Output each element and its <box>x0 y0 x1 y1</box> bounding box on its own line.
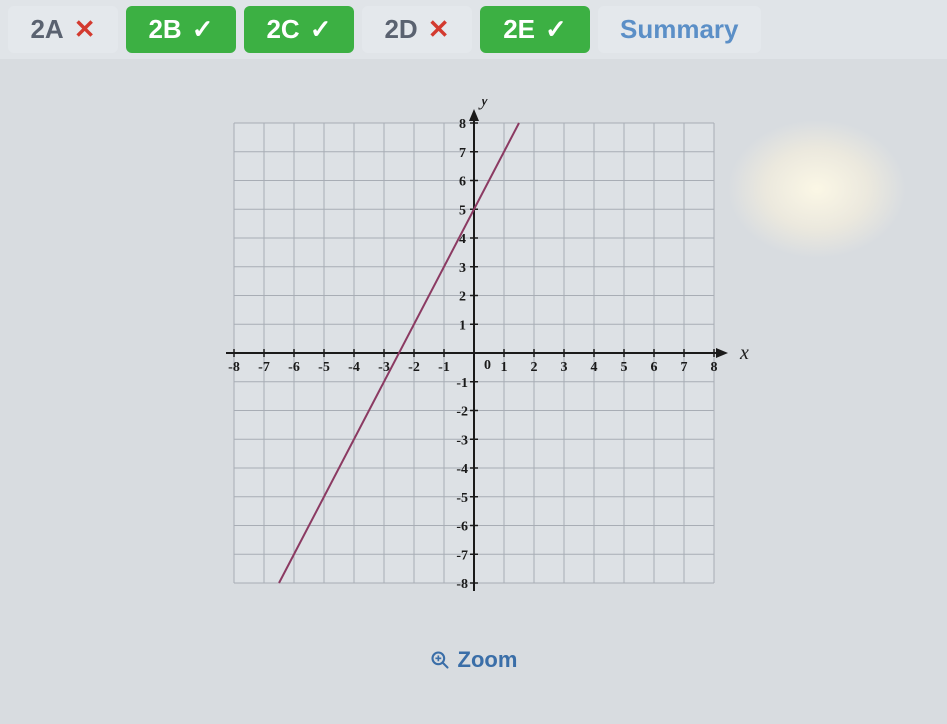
svg-text:-3: -3 <box>456 433 468 448</box>
check-icon: ✓ <box>192 14 214 45</box>
svg-text:4: 4 <box>590 360 597 375</box>
tab-summary[interactable]: Summary <box>598 6 761 53</box>
zoom-button[interactable]: Zoom <box>430 647 518 673</box>
svg-text:5: 5 <box>620 360 627 375</box>
svg-text:-7: -7 <box>258 360 270 375</box>
zoom-label: Zoom <box>458 647 518 673</box>
svg-text:-6: -6 <box>456 520 468 535</box>
svg-text:-1: -1 <box>438 360 450 375</box>
svg-text:3: 3 <box>459 261 466 276</box>
svg-text:-5: -5 <box>456 491 468 506</box>
tab-label: 2C <box>266 14 299 45</box>
cross-icon: ✕ <box>428 14 450 45</box>
tab-2e[interactable]: 2E ✓ <box>480 6 590 53</box>
svg-text:8: 8 <box>459 117 466 132</box>
svg-text:-4: -4 <box>348 360 360 375</box>
tab-label: Summary <box>620 14 739 45</box>
svg-text:y: y <box>478 99 489 110</box>
check-icon: ✓ <box>545 14 567 45</box>
svg-text:5: 5 <box>459 203 466 218</box>
tab-2b[interactable]: 2B ✓ <box>126 6 236 53</box>
tab-2c[interactable]: 2C ✓ <box>244 6 354 53</box>
svg-text:3: 3 <box>560 360 567 375</box>
line-chart: -8-7-6-5-4-3-2-1012345678-8-7-6-5-4-3-2-… <box>194 99 754 619</box>
svg-text:-7: -7 <box>456 548 468 563</box>
chart-container: -8-7-6-5-4-3-2-1012345678-8-7-6-5-4-3-2-… <box>194 99 754 619</box>
svg-text:0: 0 <box>484 358 491 373</box>
zoom-icon <box>430 650 450 670</box>
svg-text:2: 2 <box>530 360 537 375</box>
svg-text:x: x <box>739 342 749 364</box>
svg-text:8: 8 <box>710 360 717 375</box>
svg-text:7: 7 <box>459 146 466 161</box>
check-icon: ✓ <box>310 14 332 45</box>
svg-text:6: 6 <box>650 360 657 375</box>
tab-label: 2D <box>384 14 417 45</box>
svg-text:1: 1 <box>459 318 466 333</box>
svg-text:1: 1 <box>500 360 507 375</box>
svg-text:-6: -6 <box>288 360 300 375</box>
svg-text:-8: -8 <box>228 360 240 375</box>
svg-text:-1: -1 <box>456 376 468 391</box>
tab-label: 2E <box>503 14 535 45</box>
tab-bar: 2A ✕ 2B ✓ 2C ✓ 2D ✕ 2E ✓ Summary <box>0 0 947 59</box>
content-area: -8-7-6-5-4-3-2-1012345678-8-7-6-5-4-3-2-… <box>0 59 947 723</box>
svg-text:-5: -5 <box>318 360 330 375</box>
tab-2d[interactable]: 2D ✕ <box>362 6 472 53</box>
svg-text:-8: -8 <box>456 577 468 592</box>
svg-text:6: 6 <box>459 175 466 190</box>
svg-text:-4: -4 <box>456 462 468 477</box>
tab-label: 2A <box>30 14 63 45</box>
svg-text:7: 7 <box>680 360 687 375</box>
svg-text:2: 2 <box>459 290 466 305</box>
tab-label: 2B <box>148 14 181 45</box>
screen-glare <box>727 119 907 259</box>
svg-text:-2: -2 <box>456 405 468 420</box>
cross-icon: ✕ <box>74 14 96 45</box>
svg-text:-2: -2 <box>408 360 420 375</box>
tab-2a[interactable]: 2A ✕ <box>8 6 118 53</box>
